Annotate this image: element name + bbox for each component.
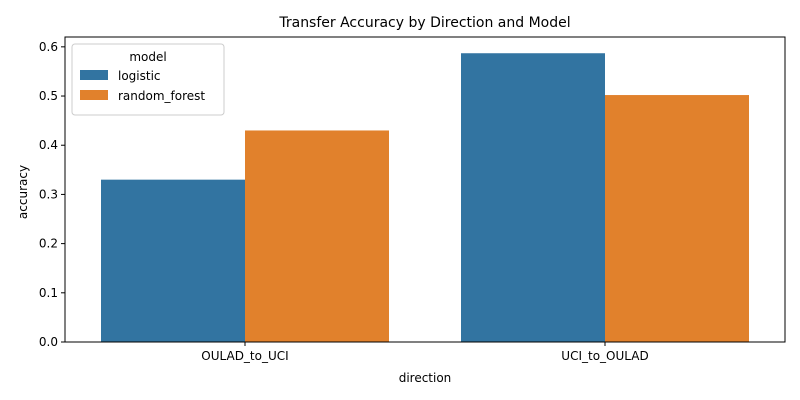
x-tick-label: OULAD_to_UCI [201,349,288,363]
y-tick-label: 0.6 [39,40,58,54]
bar-logistic-OULAD_to_UCI [101,179,245,342]
x-axis-ticks: OULAD_to_UCI UCI_to_OULAD [201,342,649,363]
chart-title: Transfer Accuracy by Direction and Model [278,15,570,31]
y-axis-label: accuracy [16,165,30,219]
y-tick-label: 0.2 [39,237,58,251]
legend: model logistic random_forest [71,43,225,116]
legend-title: model [129,50,166,64]
y-tick-label: 0.1 [39,286,58,300]
plot-frame [64,36,786,343]
legend-swatch-random_forest [80,90,108,100]
legend-swatch-logistic [80,70,108,80]
x-tick-label: UCI_to_OULAD [561,349,648,363]
y-tick-label: 0.0 [39,335,58,349]
y-tick-label: 0.4 [39,138,58,152]
bars-group [101,53,749,342]
legend-label-logistic: logistic [118,69,161,83]
bar-random_forest-UCI_to_OULAD [605,95,749,342]
bar-random_forest-OULAD_to_UCI [245,130,389,342]
y-axis-ticks: 0.0 0.1 0.2 0.3 0.4 0.5 0.6 [39,40,65,349]
y-tick-label: 0.5 [39,89,58,103]
legend-label-random_forest: random_forest [118,89,205,103]
bar-logistic-UCI_to_OULAD [461,53,605,342]
x-axis-label: direction [399,371,452,385]
y-tick-label: 0.3 [39,187,58,201]
legend-frame [71,43,225,116]
